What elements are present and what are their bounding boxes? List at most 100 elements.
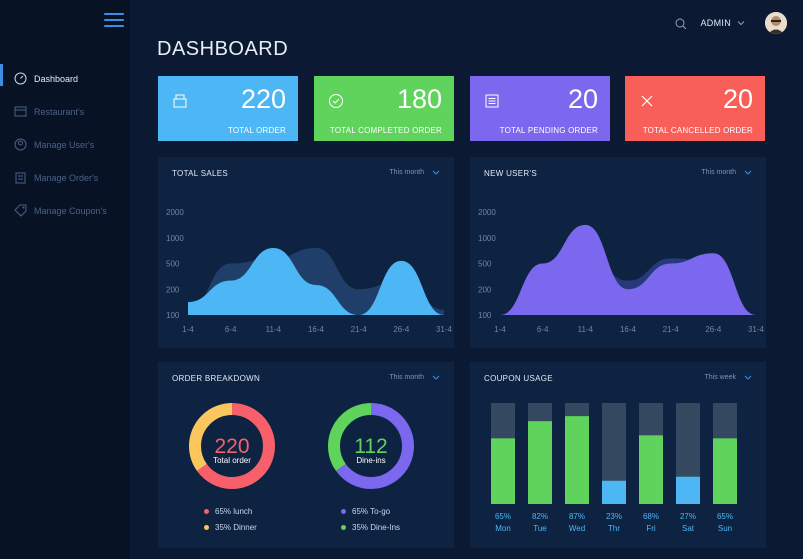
bar-category-label: Wed (569, 524, 585, 533)
donut-legend-orders: 65% lunch 35% Dinner (204, 503, 257, 535)
donut-segment (328, 403, 414, 489)
x-tick-label: 6-4 (225, 325, 237, 334)
dropdown-value: This week (704, 374, 736, 381)
stat-card-total-order[interactable]: 220 TOTAL ORDER (158, 76, 298, 141)
x-tick-label: 31-4 (748, 325, 765, 334)
x-tick-label: 21-4 (663, 325, 680, 334)
bar (491, 438, 515, 504)
users-icon (14, 138, 27, 151)
avatar[interactable] (765, 12, 787, 34)
bar (713, 438, 737, 504)
menu-icon[interactable] (104, 13, 124, 27)
bar (676, 476, 700, 504)
total-sales-chart: 100 200 500 1000 2000 1-4 6-4 11-4 16-4 21-4 26-4 3… (166, 208, 453, 334)
bar-value-label: 68% (643, 512, 659, 521)
legend-dot (341, 524, 346, 530)
area-series (188, 248, 444, 315)
legend-item: 35% Dine-Ins (341, 519, 400, 535)
legend-dot (341, 508, 346, 514)
y-tick-label: 1000 (478, 234, 496, 243)
bar-value-label: 65% (495, 512, 511, 521)
y-tick-label: 100 (478, 311, 492, 320)
x-tick-label: 21-4 (351, 325, 368, 334)
stat-card-cancelled-order[interactable]: 20 TOTAL CANCELLED ORDER (625, 76, 765, 141)
period-dropdown[interactable]: This month (389, 169, 440, 176)
sidebar-item-users[interactable]: Manage User's (0, 128, 130, 161)
sidebar-item-coupons[interactable]: Manage Coupon's (0, 194, 130, 227)
legend-dot (204, 508, 209, 514)
legend-item: 65% To-go (341, 503, 400, 519)
page-title: DASHBOARD (157, 38, 289, 60)
topbar: ADMIN (675, 12, 787, 34)
y-tick-label: 100 (166, 311, 180, 320)
coupon-usage-panel: COUPON USAGE This week 65% Mon 82% Tue 87% We… (470, 362, 766, 548)
chevron-down-icon (432, 375, 440, 380)
stat-value: 220 (240, 84, 286, 114)
sidebar-item-orders[interactable]: Manage Order's (0, 161, 130, 194)
user-menu[interactable]: ADMIN (701, 18, 746, 28)
chevron-down-icon (432, 170, 440, 175)
stat-value: 20 (722, 84, 753, 114)
check-circle-icon (328, 93, 344, 109)
dropdown-value: This month (701, 169, 736, 176)
sidebar-nav: Dashboard Restaurant's Manage User's Man… (0, 62, 130, 227)
sidebar-item-label: Dashboard (34, 73, 79, 84)
close-icon (639, 93, 655, 109)
x-tick-label: 31-4 (436, 325, 453, 334)
stat-value: 180 (396, 84, 442, 114)
new-users-chart: 100 200 500 1000 2000 1-4 6-4 11-4 16-4 21-4 26-4 3… (478, 208, 765, 334)
bar (565, 416, 589, 504)
search-icon[interactable] (675, 17, 687, 30)
period-dropdown[interactable]: This week (704, 374, 752, 381)
stat-label: TOTAL PENDING ORDER (499, 126, 598, 135)
chevron-down-icon (737, 19, 745, 27)
donut-legend-dine: 65% To-go 35% Dine-Ins (341, 503, 400, 535)
y-tick-label: 200 (478, 285, 492, 294)
x-tick-label: 16-4 (308, 325, 325, 334)
bar-value-label: 27% (680, 512, 696, 521)
total-sales-panel: TOTAL SALES This month 100 200 500 1000 2000… (158, 157, 454, 348)
new-users-panel: NEW USER'S This month 100 200 500 1000 2000 1… (470, 157, 766, 348)
list-icon (484, 93, 500, 109)
stat-label: TOTAL ORDER (227, 126, 286, 135)
chevron-down-icon (744, 375, 752, 380)
donut-center-label: Total order (213, 456, 251, 465)
x-tick-label: 26-4 (705, 325, 722, 334)
x-tick-label: 1-4 (494, 325, 506, 334)
x-tick-label: 1-4 (182, 325, 194, 334)
bar-value-label: 65% (717, 512, 733, 521)
period-dropdown[interactable]: This month (389, 374, 440, 381)
register-icon (172, 93, 188, 109)
stat-card-pending-order[interactable]: 20 TOTAL PENDING ORDER (470, 76, 610, 141)
sidebar: Dashboard Restaurant's Manage User's Man… (0, 0, 130, 559)
legend-item: 35% Dinner (204, 519, 257, 535)
speedometer-icon (14, 72, 27, 85)
sidebar-item-label: Manage Coupon's (34, 205, 107, 216)
bar (639, 435, 663, 504)
tag-icon (14, 204, 27, 217)
chevron-down-icon (744, 170, 752, 175)
y-tick-label: 2000 (166, 208, 184, 217)
x-tick-label: 11-4 (578, 325, 594, 334)
dropdown-value: This month (389, 169, 424, 176)
panel-title: COUPON USAGE (484, 374, 553, 383)
stat-card-completed-order[interactable]: 180 TOTAL COMPLETED ORDER (314, 76, 454, 141)
period-dropdown[interactable]: This month (701, 169, 752, 176)
sidebar-item-dashboard[interactable]: Dashboard (0, 62, 130, 95)
bar-value-label: 82% (532, 512, 548, 521)
bar-category-label: Sat (682, 524, 695, 533)
sidebar-item-restaurants[interactable]: Restaurant's (0, 95, 130, 128)
bar (528, 421, 552, 504)
stat-label: TOTAL CANCELLED ORDER (642, 126, 753, 135)
order-icon (14, 171, 27, 184)
x-tick-label: 26-4 (393, 325, 410, 334)
donut-center-value: 112 (354, 435, 387, 458)
y-tick-label: 500 (166, 260, 180, 269)
x-tick-label: 11-4 (266, 325, 282, 334)
panel-title: ORDER BREAKDOWN (172, 374, 261, 383)
sidebar-item-label: Manage Order's (34, 172, 99, 183)
y-tick-label: 1000 (166, 234, 184, 243)
donut-center-value: 220 (214, 435, 249, 458)
bar-category-label: Mon (495, 524, 511, 533)
panel-title: TOTAL SALES (172, 169, 229, 178)
